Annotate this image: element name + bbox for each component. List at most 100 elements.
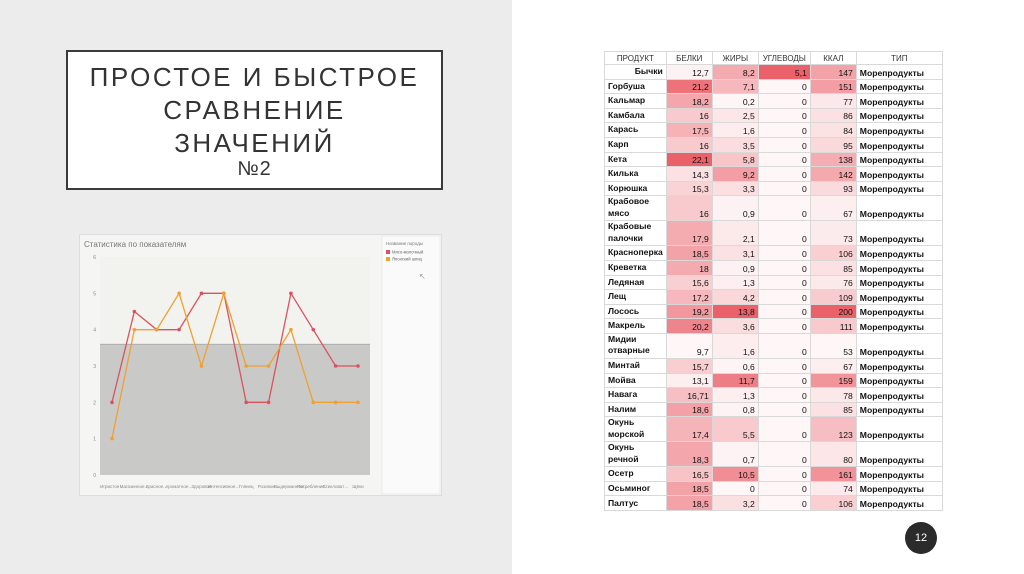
cell-carbs: 0 <box>757 245 811 261</box>
cell-type: Морепродукты <box>855 151 943 168</box>
cell-carbs: 0 <box>757 93 811 109</box>
cell-protein: 22,1 <box>665 151 713 168</box>
cell-protein: 18,5 <box>665 245 713 261</box>
cell-carbs: 0 <box>757 441 811 468</box>
table-row: Осьминог 18,5 0 0 74 Морепродукты <box>604 480 943 497</box>
cell-fat: 11,7 <box>711 372 759 389</box>
cell-fat: 0,6 <box>711 357 759 374</box>
left-panel: ПРОСТОЕ И БЫСТРОЕ СРАВНЕНИЕ ЗНАЧЕНИЙ №2 … <box>0 0 512 574</box>
cell-carbs: 0 <box>757 332 811 359</box>
series-2-point <box>266 364 271 368</box>
table-row: Бычки 12,7 8,2 5,1 147 Морепродукты <box>604 64 943 80</box>
table-row: Креветка 18 0,9 0 85 Морепродукты <box>604 259 943 276</box>
cell-product: Камбала <box>604 107 667 124</box>
cell-type: Морепродукты <box>855 495 943 512</box>
cell-product: Кета <box>604 151 667 168</box>
cell-product: Навага <box>604 387 667 403</box>
title-number: №2 <box>237 157 272 180</box>
cell-fat: 3,6 <box>711 318 759 334</box>
cell-product: Ледяная <box>604 274 667 291</box>
legend-swatch <box>386 250 390 254</box>
cell-protein: 18,3 <box>665 441 713 468</box>
cell-product: Мидии отварные <box>604 332 667 359</box>
title-box: ПРОСТОЕ И БЫСТРОЕ СРАВНЕНИЕ ЗНАЧЕНИЙ №2 <box>66 50 443 190</box>
y-tick-label: 4 <box>93 328 96 334</box>
series-1-point <box>266 400 271 405</box>
cell-kcal: 106 <box>809 495 857 512</box>
cell-carbs: 0 <box>757 495 811 512</box>
cell-kcal: 159 <box>809 372 857 389</box>
series-1-point <box>199 291 204 296</box>
cell-product: Кальмар <box>604 93 667 109</box>
line-chart: Статистика по показателям 0 1 2 3 4 5 6 Игристое… <box>84 235 441 495</box>
series-2-point <box>311 400 316 405</box>
cell-protein: 15,3 <box>665 180 713 197</box>
series-1-point <box>333 364 338 368</box>
table-row: Минтай 15,7 0,6 0 67 Морепродукты <box>604 357 943 374</box>
cell-product: Крабовые палочки <box>604 220 667 247</box>
x-tick-label: Ароматное… <box>165 484 193 489</box>
nutrition-table-wrap: ПРОДУКТ БЕЛКИ ЖИРЫ УГЛЕВОДЫ ККАЛ ТИП Быч… <box>604 51 943 512</box>
cell-protein: 12,7 <box>665 64 713 80</box>
cell-carbs: 0 <box>757 289 811 305</box>
page-number-badge: 12 <box>905 522 937 554</box>
cell-protein: 17,2 <box>665 289 713 305</box>
table-row: Мидии отварные 9,7 1,6 0 53 Морепродукты <box>604 332 943 359</box>
cell-kcal: 76 <box>809 274 857 291</box>
table-row: Ледяная 15,6 1,3 0 76 Морепродукты <box>604 274 943 291</box>
cell-product: Палтус <box>604 495 667 512</box>
cell-carbs: 0 <box>757 416 811 443</box>
cell-protein: 17,5 <box>665 122 713 138</box>
cell-fat: 8,2 <box>711 64 759 80</box>
cell-product: Макрель <box>604 318 667 334</box>
cell-protein: 21,2 <box>665 78 713 95</box>
cell-fat: 0,2 <box>711 93 759 109</box>
table-row: Камбала 16 2,5 0 86 Морепродукты <box>604 107 943 124</box>
header-product: ПРОДУКТ <box>604 51 667 65</box>
cell-type: Морепродукты <box>855 416 943 443</box>
cell-type: Морепродукты <box>855 259 943 276</box>
cell-product: Лещ <box>604 289 667 305</box>
cell-fat: 5,8 <box>711 151 759 168</box>
cell-product: Креветка <box>604 259 667 276</box>
table-row: Кета 22,1 5,8 0 138 Морепродукты <box>604 151 943 168</box>
header-kcal: ККАЛ <box>809 51 857 65</box>
cell-protein: 18 <box>665 259 713 276</box>
cell-carbs: 0 <box>757 180 811 197</box>
cell-kcal: 93 <box>809 180 857 197</box>
table-row: Мойва 13,1 11,7 0 159 Морепродукты <box>604 372 943 389</box>
chart-screenshot: Статистика по показателям 0 1 2 3 4 5 6 Игристое… <box>79 234 442 496</box>
cell-protein: 15,7 <box>665 357 713 374</box>
table-row: Карась 17,5 1,6 0 84 Морепродукты <box>604 122 943 138</box>
cell-type: Морепродукты <box>855 466 943 482</box>
cell-product: Горбуша <box>604 78 667 95</box>
cell-kcal: 73 <box>809 220 857 247</box>
cell-kcal: 142 <box>809 166 857 182</box>
cell-kcal: 78 <box>809 387 857 403</box>
x-tick-label: Игристое… <box>100 484 124 489</box>
cell-protein: 16,5 <box>665 466 713 482</box>
cell-fat: 1,6 <box>711 122 759 138</box>
cell-carbs: 0 <box>757 357 811 374</box>
x-tick-label: Щёки <box>352 484 364 489</box>
cell-type: Морепродукты <box>855 387 943 403</box>
cell-carbs: 0 <box>757 136 811 153</box>
cell-fat: 1,6 <box>711 332 759 359</box>
cell-protein: 16 <box>665 195 713 222</box>
cell-kcal: 80 <box>809 441 857 468</box>
header-carbs: УГЛЕВОДЫ <box>757 51 811 65</box>
table-row: Горбуша 21,2 7,1 0 151 Морепродукты <box>604 78 943 95</box>
cell-carbs: 0 <box>757 318 811 334</box>
cell-fat: 4,2 <box>711 289 759 305</box>
cell-product: Бычки <box>604 64 667 80</box>
y-tick-label: 6 <box>93 255 96 261</box>
cell-product: Осьминог <box>604 480 667 497</box>
table-row: Макрель 20,2 3,6 0 111 Морепродукты <box>604 318 943 334</box>
cell-product: Окунь морской <box>604 416 667 443</box>
cell-type: Морепродукты <box>855 78 943 95</box>
cell-kcal: 53 <box>809 332 857 359</box>
cell-kcal: 151 <box>809 78 857 95</box>
cell-product: Осетр <box>604 466 667 482</box>
cell-type: Морепродукты <box>855 93 943 109</box>
cell-fat: 1,3 <box>711 387 759 403</box>
